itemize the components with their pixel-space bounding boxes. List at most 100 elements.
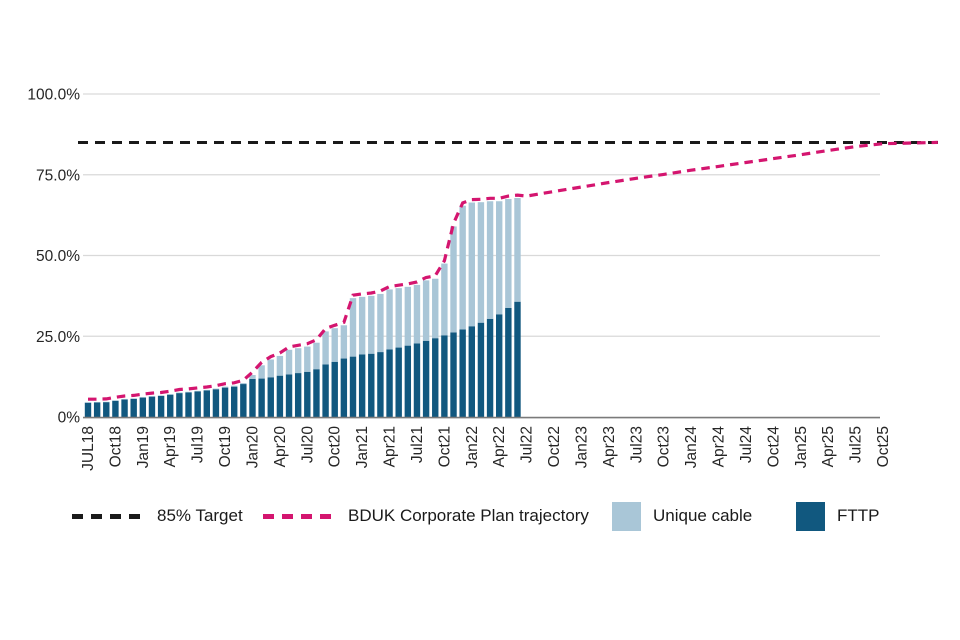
bar-fttp [505, 307, 512, 417]
bar-unique-cable [240, 383, 247, 385]
bar-fttp [93, 402, 101, 417]
bar-fttp [377, 352, 384, 417]
bar-unique-cable [139, 396, 147, 398]
bar-fttp [304, 371, 311, 417]
legend: 85% Target BDUK Corporate Plan trajector… [0, 497, 960, 535]
x-tick-label: Jan25 [793, 426, 810, 468]
bar-unique-cable [313, 342, 320, 370]
bar-fttp [249, 378, 256, 417]
x-tick-label: Oct19 [217, 426, 234, 467]
bar-fttp [432, 338, 439, 417]
bar-unique-cable [413, 284, 421, 344]
x-tick-label: Oct20 [327, 426, 344, 468]
bar-fttp [240, 384, 247, 417]
bar-fttp [422, 340, 430, 417]
legend-item-label: FTTP [837, 506, 880, 525]
bar-unique-cable [322, 331, 329, 365]
x-tick-label: Jul22 [519, 426, 536, 463]
bar-fttp [496, 314, 503, 417]
x-tick-label: Apr23 [601, 426, 618, 467]
x-tick-label: Jul21 [409, 426, 426, 463]
x-tick-label: Oct25 [875, 426, 892, 467]
bar-unique-cable [514, 198, 521, 302]
fttp-swatch [796, 501, 825, 531]
x-tick-label: Jan19 [135, 426, 152, 468]
bar-fttp [258, 378, 265, 417]
x-tick-label: Jul20 [299, 426, 316, 463]
bar-fttp [468, 326, 475, 417]
x-tick-label: Jan21 [354, 426, 371, 468]
bar-unique-cable [185, 391, 192, 393]
bar-unique-cable [459, 205, 466, 330]
bar-fttp [103, 402, 110, 417]
bar-unique-cable [404, 286, 412, 346]
bar-fttp [185, 392, 192, 417]
bar-fttp [395, 347, 402, 417]
bar-fttp [322, 364, 329, 417]
bar-fttp [441, 335, 448, 417]
bar-unique-cable [468, 202, 475, 327]
bar-fttp [148, 396, 156, 417]
bar-fttp [112, 400, 119, 417]
x-tick-label: Apr19 [162, 426, 179, 467]
bar-unique-cable [203, 389, 210, 391]
bar-unique-cable [176, 392, 183, 394]
bar-fttp [477, 322, 485, 417]
bar-fttp [221, 387, 229, 417]
legend-item-bduk-trajectory: BDUK Corporate Plan trajectory [263, 497, 589, 535]
bar-unique-cable [157, 395, 165, 397]
bar-fttp [450, 332, 457, 417]
y-tick-label: 75.0% [36, 167, 80, 184]
x-tick-label: Jan20 [245, 426, 262, 469]
x-tick-label: Jan23 [574, 426, 591, 468]
bar-unique-cable [212, 388, 220, 390]
bar-unique-cable [368, 295, 375, 354]
bar-unique-cable [331, 328, 338, 362]
x-tick-label: Oct22 [546, 426, 563, 467]
bar-unique-cable [130, 398, 137, 399]
y-tick-label: 25.0% [36, 329, 80, 346]
legend-item-85-target: 85% Target [72, 497, 243, 535]
bar-fttp [194, 391, 201, 417]
unique-cable-swatch [612, 501, 641, 531]
legend-item-unique-cable: Unique cable [612, 497, 752, 535]
bar-unique-cable [249, 375, 256, 379]
bar-unique-cable [84, 402, 92, 403]
bar-unique-cable [432, 278, 439, 339]
bar-fttp [349, 356, 357, 417]
bar-fttp [130, 398, 137, 417]
bar-fttp [212, 389, 220, 417]
bar-fttp [139, 397, 147, 417]
bar-unique-cable [167, 394, 174, 395]
bar-unique-cable [349, 298, 357, 357]
bar-unique-cable [221, 386, 229, 388]
bar-fttp [176, 393, 183, 417]
bar-fttp [340, 358, 348, 417]
bar-unique-cable [112, 400, 119, 401]
x-tick-label: Jan22 [464, 426, 481, 468]
bar-unique-cable [194, 390, 201, 392]
legend-item-label: Unique cable [653, 506, 753, 525]
x-tick-label: Jan24 [683, 426, 700, 469]
trajectory-line [88, 140, 938, 401]
bar-unique-cable [231, 385, 238, 387]
bar-unique-cable [294, 348, 302, 374]
bar-fttp [404, 345, 412, 417]
y-tick-label: 50.0% [36, 248, 80, 265]
x-tick-label: Oct21 [436, 426, 453, 467]
bar-fttp [294, 373, 302, 417]
x-tick-label: Apr25 [820, 426, 837, 467]
bar-fttp [276, 375, 284, 417]
bar-unique-cable [395, 288, 402, 348]
bar-unique-cable [477, 202, 485, 323]
x-tick-label: Jul23 [628, 426, 645, 463]
x-tick-label: Apr20 [272, 426, 289, 468]
bar-fttp [203, 390, 210, 417]
bar-fttp [459, 329, 466, 417]
bar-fttp [386, 349, 393, 417]
bar-unique-cable [285, 349, 293, 375]
bar-fttp [167, 394, 174, 417]
bar-unique-cable [496, 201, 503, 315]
